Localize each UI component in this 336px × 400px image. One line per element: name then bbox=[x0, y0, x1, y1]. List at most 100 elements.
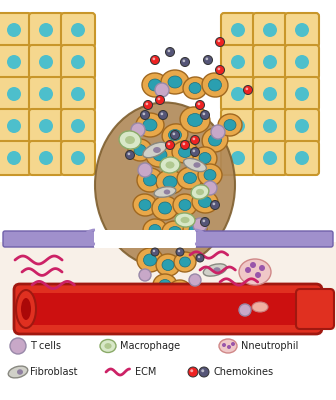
Ellipse shape bbox=[224, 120, 236, 130]
Circle shape bbox=[213, 202, 215, 205]
Ellipse shape bbox=[7, 87, 21, 101]
FancyBboxPatch shape bbox=[61, 109, 95, 143]
Circle shape bbox=[217, 68, 220, 70]
Ellipse shape bbox=[8, 366, 28, 378]
Ellipse shape bbox=[139, 200, 151, 210]
Ellipse shape bbox=[149, 79, 162, 91]
Ellipse shape bbox=[231, 119, 245, 133]
Ellipse shape bbox=[263, 55, 277, 69]
Ellipse shape bbox=[183, 172, 197, 184]
Ellipse shape bbox=[162, 124, 188, 146]
Ellipse shape bbox=[159, 280, 171, 290]
FancyBboxPatch shape bbox=[221, 109, 255, 143]
Ellipse shape bbox=[215, 304, 225, 312]
Ellipse shape bbox=[153, 274, 177, 296]
Circle shape bbox=[201, 218, 210, 226]
Ellipse shape bbox=[199, 152, 211, 164]
Ellipse shape bbox=[174, 252, 196, 272]
Circle shape bbox=[170, 130, 179, 140]
Text: Chemokines: Chemokines bbox=[214, 367, 274, 377]
FancyBboxPatch shape bbox=[221, 45, 255, 79]
Ellipse shape bbox=[252, 302, 268, 312]
Circle shape bbox=[198, 102, 200, 105]
Circle shape bbox=[206, 58, 208, 60]
Ellipse shape bbox=[162, 221, 188, 243]
Circle shape bbox=[211, 125, 225, 139]
Circle shape bbox=[153, 58, 155, 60]
Circle shape bbox=[131, 123, 145, 137]
Ellipse shape bbox=[136, 113, 164, 137]
Ellipse shape bbox=[179, 200, 191, 210]
Circle shape bbox=[193, 138, 195, 140]
Circle shape bbox=[201, 110, 210, 120]
FancyBboxPatch shape bbox=[61, 45, 95, 79]
Ellipse shape bbox=[191, 185, 209, 199]
Ellipse shape bbox=[137, 168, 163, 192]
Ellipse shape bbox=[196, 189, 204, 195]
FancyBboxPatch shape bbox=[285, 77, 319, 111]
Ellipse shape bbox=[119, 131, 141, 149]
Ellipse shape bbox=[169, 280, 191, 300]
Circle shape bbox=[255, 272, 261, 278]
Ellipse shape bbox=[159, 202, 171, 214]
FancyBboxPatch shape bbox=[0, 109, 31, 143]
Circle shape bbox=[245, 267, 251, 273]
Ellipse shape bbox=[143, 142, 167, 158]
FancyBboxPatch shape bbox=[61, 141, 95, 175]
Circle shape bbox=[199, 367, 209, 377]
Circle shape bbox=[151, 56, 160, 64]
Ellipse shape bbox=[39, 55, 53, 69]
Ellipse shape bbox=[21, 298, 31, 320]
FancyBboxPatch shape bbox=[3, 231, 333, 247]
Ellipse shape bbox=[177, 167, 203, 189]
Circle shape bbox=[176, 248, 184, 256]
Circle shape bbox=[166, 48, 174, 56]
Circle shape bbox=[215, 66, 224, 74]
Ellipse shape bbox=[295, 151, 309, 165]
Ellipse shape bbox=[180, 217, 190, 223]
Circle shape bbox=[151, 248, 159, 256]
Circle shape bbox=[191, 148, 200, 156]
Circle shape bbox=[189, 274, 201, 286]
Ellipse shape bbox=[163, 176, 177, 188]
Ellipse shape bbox=[7, 55, 21, 69]
Circle shape bbox=[210, 200, 219, 210]
Circle shape bbox=[126, 150, 134, 160]
Ellipse shape bbox=[263, 23, 277, 37]
FancyBboxPatch shape bbox=[253, 45, 287, 79]
Ellipse shape bbox=[152, 196, 178, 220]
Ellipse shape bbox=[168, 76, 182, 88]
FancyBboxPatch shape bbox=[29, 141, 63, 175]
Circle shape bbox=[168, 142, 170, 145]
Ellipse shape bbox=[219, 339, 237, 353]
Ellipse shape bbox=[71, 151, 85, 165]
FancyBboxPatch shape bbox=[253, 77, 287, 111]
Circle shape bbox=[246, 88, 248, 90]
Ellipse shape bbox=[156, 170, 184, 194]
Ellipse shape bbox=[16, 290, 36, 328]
FancyBboxPatch shape bbox=[29, 45, 63, 79]
Ellipse shape bbox=[133, 194, 157, 216]
Ellipse shape bbox=[175, 305, 185, 313]
Circle shape bbox=[182, 60, 185, 62]
Circle shape bbox=[227, 345, 231, 349]
Bar bbox=[0, 242, 336, 330]
Circle shape bbox=[143, 100, 153, 110]
Ellipse shape bbox=[231, 23, 245, 37]
Ellipse shape bbox=[180, 107, 210, 133]
Ellipse shape bbox=[204, 170, 216, 180]
Circle shape bbox=[10, 338, 26, 354]
Ellipse shape bbox=[143, 174, 157, 186]
FancyBboxPatch shape bbox=[285, 109, 319, 143]
Ellipse shape bbox=[39, 23, 53, 37]
Ellipse shape bbox=[172, 141, 198, 163]
Ellipse shape bbox=[210, 300, 230, 316]
FancyBboxPatch shape bbox=[29, 13, 63, 47]
Circle shape bbox=[188, 367, 198, 377]
Ellipse shape bbox=[213, 267, 221, 273]
FancyBboxPatch shape bbox=[285, 45, 319, 79]
FancyBboxPatch shape bbox=[221, 141, 255, 175]
Circle shape bbox=[222, 343, 226, 347]
FancyBboxPatch shape bbox=[253, 109, 287, 143]
Circle shape bbox=[156, 96, 165, 104]
